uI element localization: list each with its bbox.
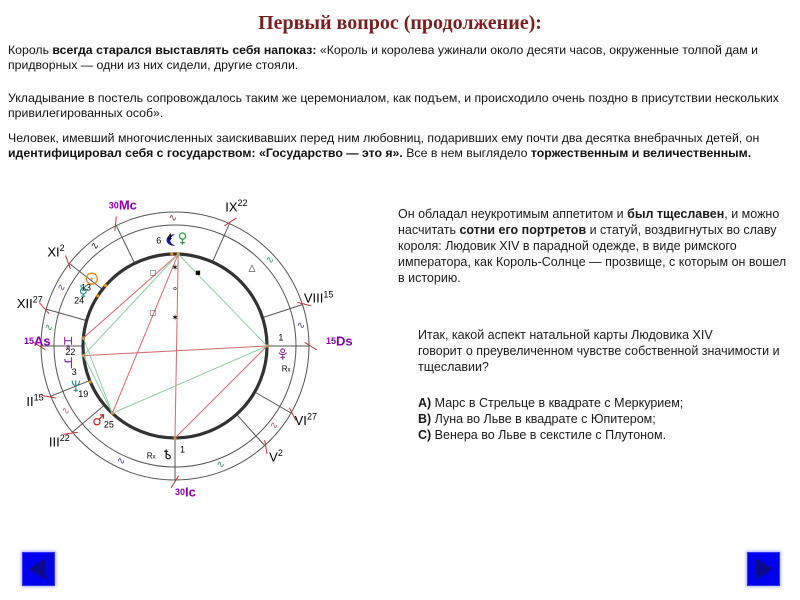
svg-text:∿: ∿ — [266, 255, 274, 266]
svg-text:15Ds: 15Ds — [326, 333, 353, 348]
svg-text:△: △ — [249, 262, 256, 272]
svg-text:∿: ∿ — [91, 241, 99, 252]
svg-text:1: 1 — [180, 445, 185, 455]
svg-text:∿: ∿ — [117, 456, 125, 467]
svg-text:15As: 15As — [24, 333, 51, 348]
svg-text:II15: II15 — [26, 393, 43, 409]
svg-text:30Mc: 30Mc — [109, 198, 137, 213]
svg-text:24: 24 — [74, 295, 84, 305]
svg-text:XI2: XI2 — [47, 243, 64, 259]
svg-text:⚬: ⚬ — [171, 283, 179, 293]
svg-text:13: 13 — [81, 282, 91, 292]
svg-text:∿: ∿ — [297, 320, 305, 331]
svg-text:■: ■ — [195, 267, 200, 277]
svg-text:25: 25 — [104, 420, 114, 430]
svg-text:3: 3 — [72, 367, 77, 377]
svg-text:∿: ∿ — [57, 282, 65, 293]
svg-text:VI27: VI27 — [295, 412, 317, 428]
svg-text:XII27: XII27 — [17, 295, 43, 311]
svg-text:6: 6 — [156, 235, 161, 245]
svg-text:22: 22 — [65, 347, 75, 357]
svg-text:□: □ — [150, 267, 156, 277]
svg-text:∿: ∿ — [169, 213, 177, 224]
svg-text:19: 19 — [78, 389, 88, 399]
svg-text:∿: ∿ — [217, 459, 225, 470]
svg-text:1: 1 — [278, 333, 283, 343]
svg-text:VIII15: VIII15 — [304, 290, 334, 306]
svg-text:✶: ✶ — [171, 312, 179, 322]
svg-text:∿: ∿ — [62, 406, 70, 417]
svg-text:III22: III22 — [49, 433, 70, 449]
svg-text:□: □ — [150, 307, 156, 317]
svg-text:∿: ∿ — [45, 323, 53, 334]
svg-text:IX22: IX22 — [225, 198, 247, 214]
svg-text:Rx: Rx — [282, 365, 291, 374]
svg-text:∿: ∿ — [270, 420, 278, 431]
svg-text:V2: V2 — [269, 449, 283, 465]
svg-text:4: 4 — [167, 232, 172, 242]
svg-text:30Ic: 30Ic — [175, 484, 196, 499]
svg-text:Rx: Rx — [147, 452, 156, 461]
svg-text:✶: ✶ — [171, 262, 179, 272]
